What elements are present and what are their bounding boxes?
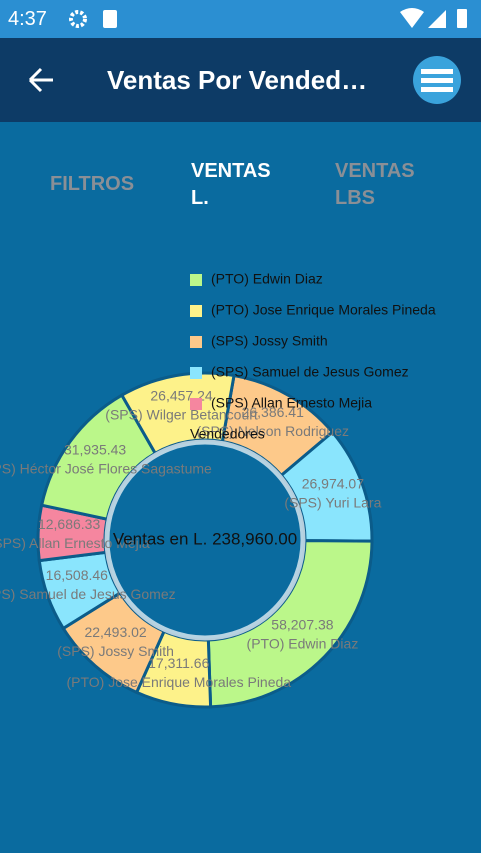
value-label: 26,974.07 xyxy=(302,475,364,491)
slice-label: (SPS) Héctor José Flores Sagastume xyxy=(0,461,212,477)
menu-button[interactable] xyxy=(413,56,461,104)
legend-title: Vendedores xyxy=(190,426,265,442)
inner-ring xyxy=(104,439,306,641)
app-bar-icons xyxy=(28,56,461,104)
slice-label: (SPS) Jossy Smith xyxy=(57,643,174,659)
slice-label: (PTO) Edwin Diaz xyxy=(247,636,359,652)
legend-label: (SPS) Samuel de Jesus Gomez xyxy=(211,364,409,380)
clock: 4:37 xyxy=(8,8,47,30)
legend-swatch xyxy=(190,305,202,317)
status-icons xyxy=(69,8,467,28)
slice-label: (SPS) Wilger Betancourt xyxy=(105,407,258,423)
tab-active[interactable]: VENTAS L. xyxy=(191,160,271,209)
slice-label: (SPS) Yuri Lara xyxy=(284,494,381,510)
legend-swatch xyxy=(190,367,202,379)
legend-swatch xyxy=(190,274,202,286)
slice-label: (SPS) Samuel de Jesus Gomez xyxy=(0,586,176,602)
value-label: 26,386.41 xyxy=(242,404,304,420)
legend-swatch xyxy=(190,398,202,410)
value-label: 26,457.24 xyxy=(150,388,212,404)
legend-label: (SPS) Allan Ernesto Mejia xyxy=(211,395,372,411)
legend-label: (PTO) Jose Enrique Morales Pineda xyxy=(211,302,436,318)
tab[interactable]: VENTAS LBS xyxy=(335,160,415,209)
app-bar: Ventas Por Vended… xyxy=(0,38,481,122)
center-label: Ventas en L. 238,960.00 xyxy=(113,529,297,548)
slice-label: (PTO) Jose Enrique Morales Pineda xyxy=(66,674,291,690)
value-label: 12,686.33 xyxy=(38,516,100,532)
value-label: 16,508.46 xyxy=(46,567,108,583)
legend-label: (SPS) Jossy Smith xyxy=(211,333,328,349)
value-label: 58,207.38 xyxy=(271,617,333,633)
value-label: 31,935.43 xyxy=(64,442,126,458)
value-label: 22,493.02 xyxy=(84,624,146,640)
legend-swatch xyxy=(190,336,202,348)
slice-label: (SPS) Nelson Rodriguez xyxy=(196,423,349,439)
value-label: 17,311.66 xyxy=(148,655,209,671)
status-bar: 4:37 xyxy=(0,0,481,38)
legend-label: (PTO) Edwin Diaz xyxy=(211,271,323,287)
slice-label: (SPS) Allan Ernesto Mejia xyxy=(0,535,150,551)
back-button[interactable] xyxy=(28,67,53,93)
tab[interactable]: FILTROS xyxy=(50,173,135,195)
screen-title: Ventas Por Vended… xyxy=(107,65,368,95)
